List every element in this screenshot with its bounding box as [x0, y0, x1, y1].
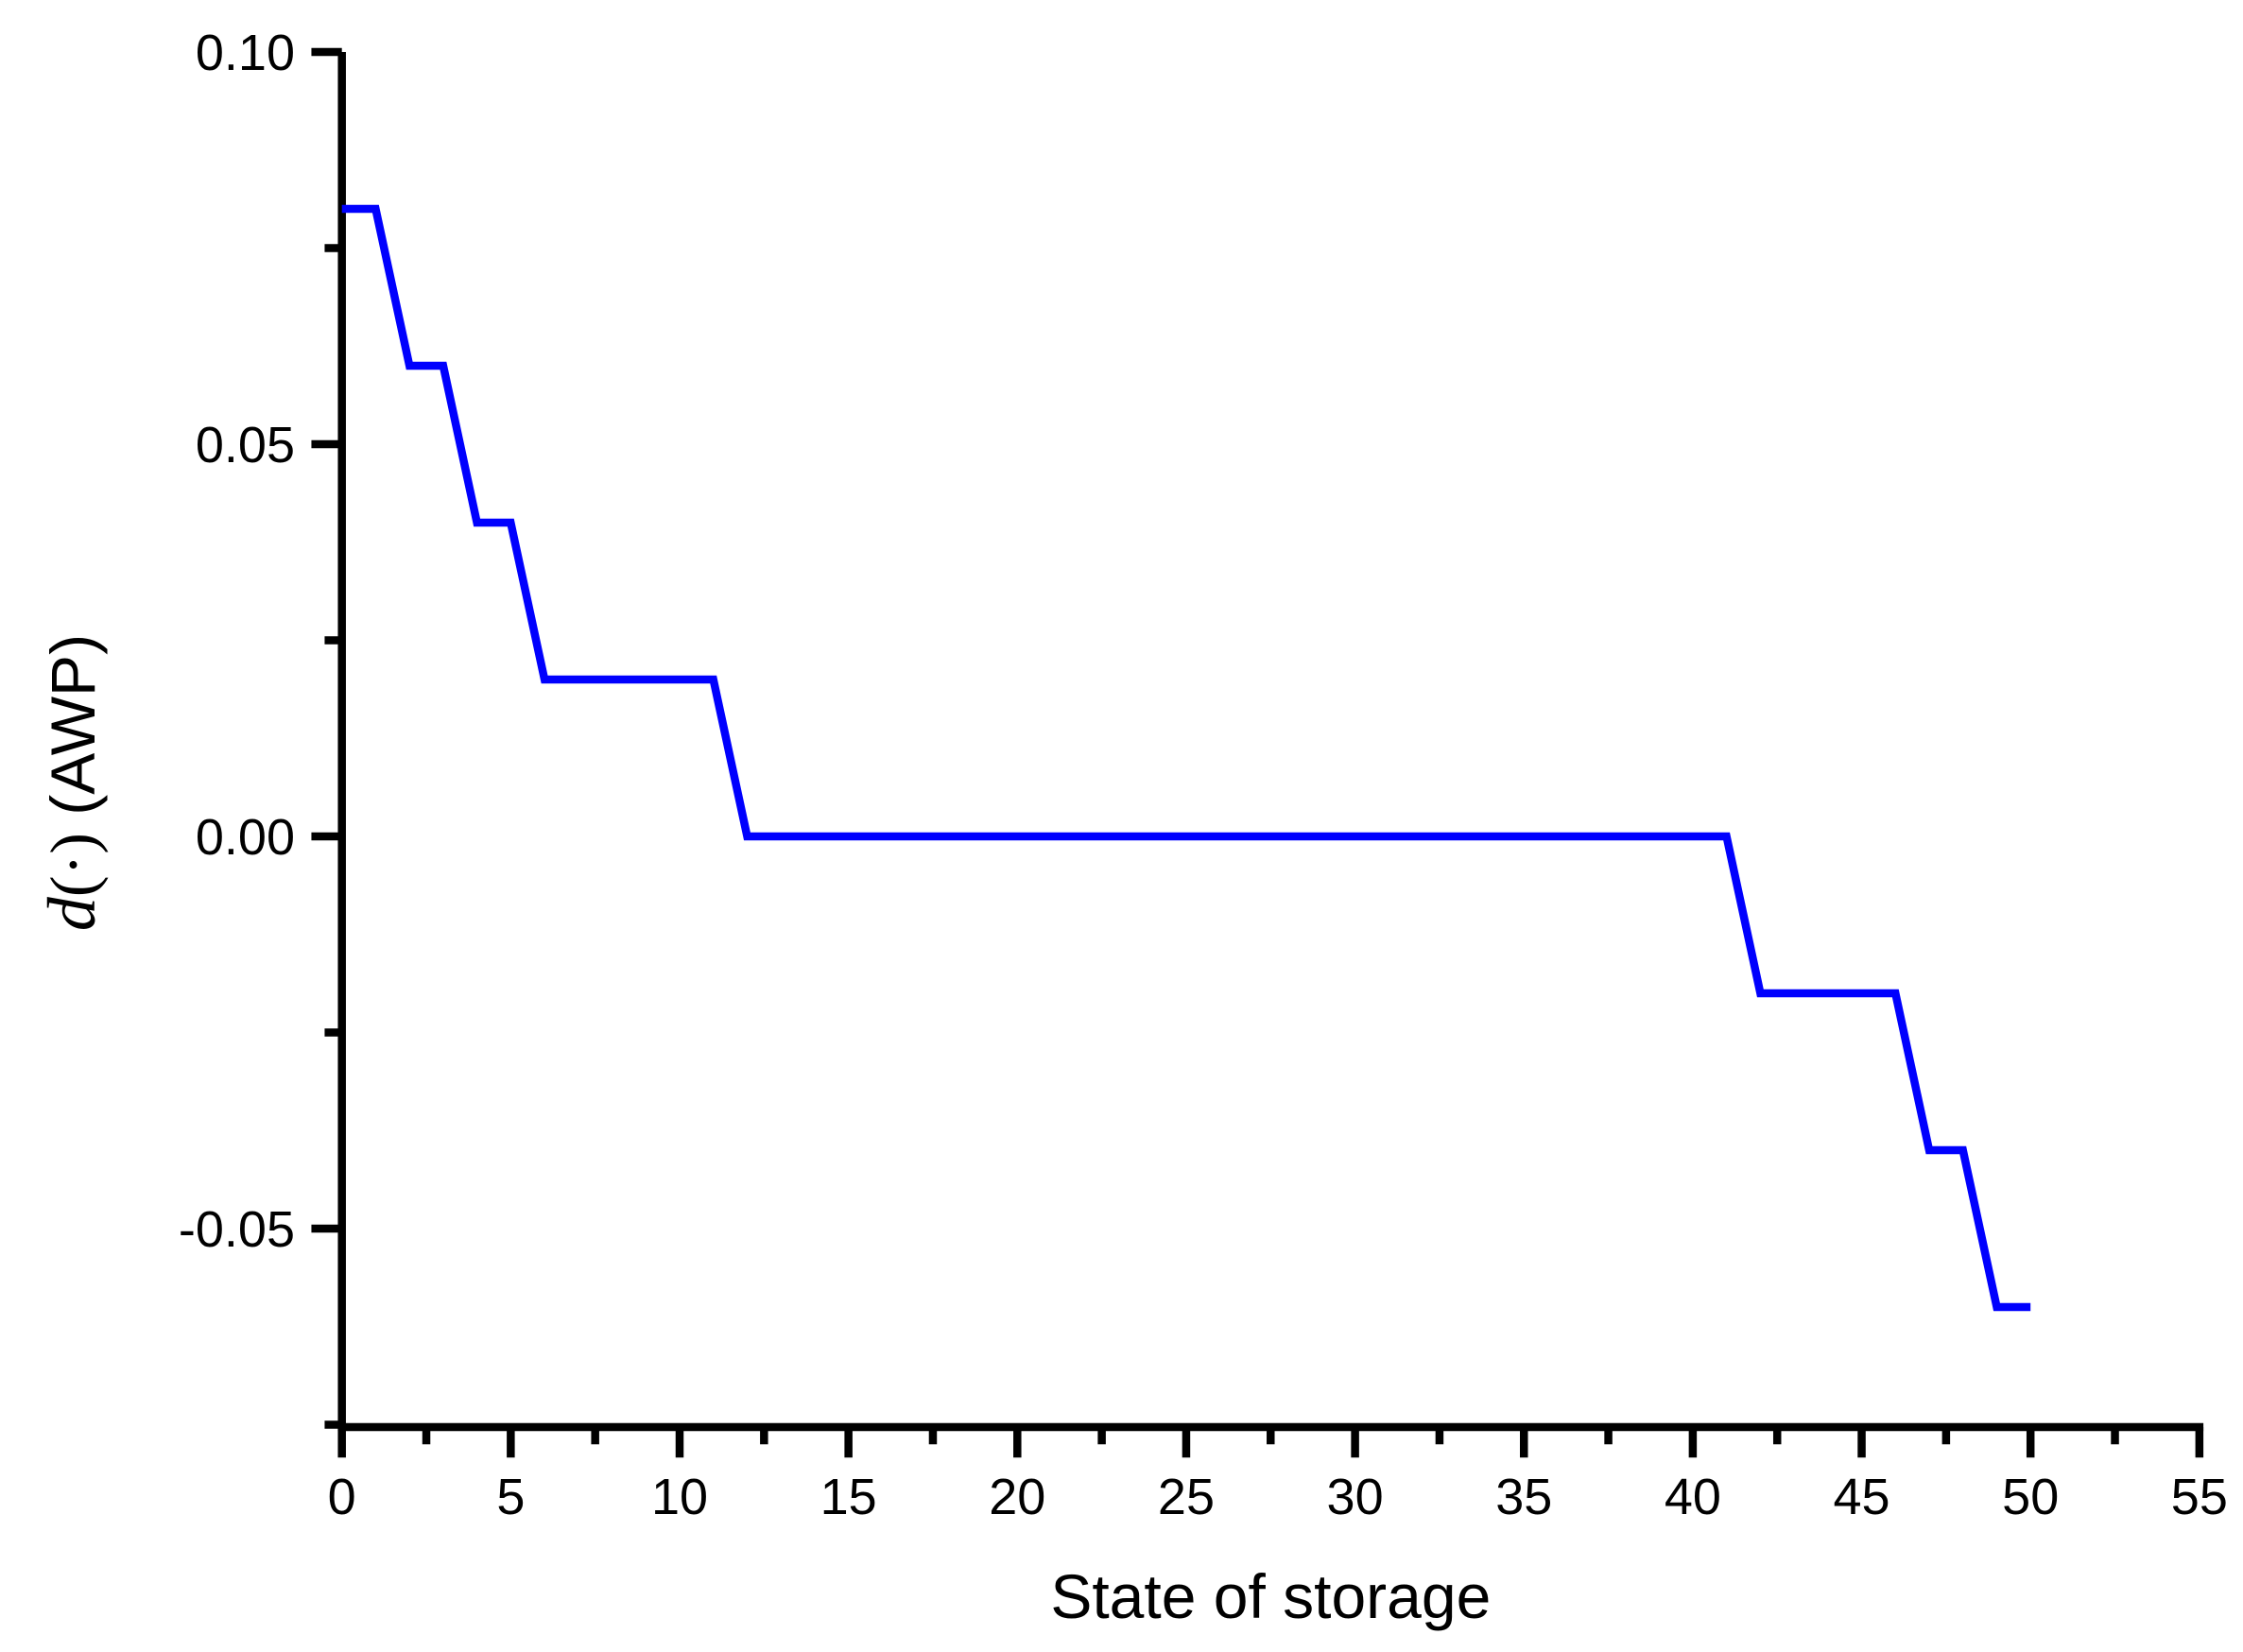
x-axis-title: State of storage — [1050, 1561, 1491, 1631]
y-axis-title-unit: (AWP) — [38, 634, 108, 833]
y-axis-tick-labels: 0.10 0.05 0.00 -0.05 — [179, 25, 295, 1258]
x-tick-label: 15 — [820, 1469, 877, 1525]
y-axis-title: d(·) (AWP) — [34, 634, 110, 931]
data-line — [341, 204, 2031, 1312]
x-tick-label: 10 — [651, 1469, 708, 1525]
x-axis-ticks — [337, 1427, 2204, 1458]
x-tick-label: 5 — [496, 1469, 525, 1525]
x-axis-tick-labels: 0 5 10 15 20 25 30 35 40 45 50 55 — [328, 1469, 2228, 1525]
x-tick-label: 35 — [1495, 1469, 1552, 1525]
x-tick-label: 50 — [2002, 1469, 2059, 1525]
x-tick-label: 25 — [1158, 1469, 1215, 1525]
x-tick-label: 55 — [2171, 1469, 2228, 1525]
y-axis-title-d: d — [34, 896, 110, 931]
y-tick-label: 0.00 — [196, 809, 295, 866]
y-tick-label: 0.05 — [196, 417, 295, 473]
y-tick-label: -0.05 — [179, 1201, 295, 1258]
y-axis-title-parens: (·) — [37, 833, 109, 897]
x-tick-label: 0 — [328, 1469, 356, 1525]
x-tick-label: 45 — [1834, 1469, 1890, 1525]
y-tick-label: 0.10 — [196, 25, 295, 81]
x-tick-label: 30 — [1327, 1469, 1384, 1525]
x-tick-label: 40 — [1665, 1469, 1721, 1525]
x-tick-label: 20 — [989, 1469, 1045, 1525]
y-axis-ticks — [311, 47, 342, 1429]
